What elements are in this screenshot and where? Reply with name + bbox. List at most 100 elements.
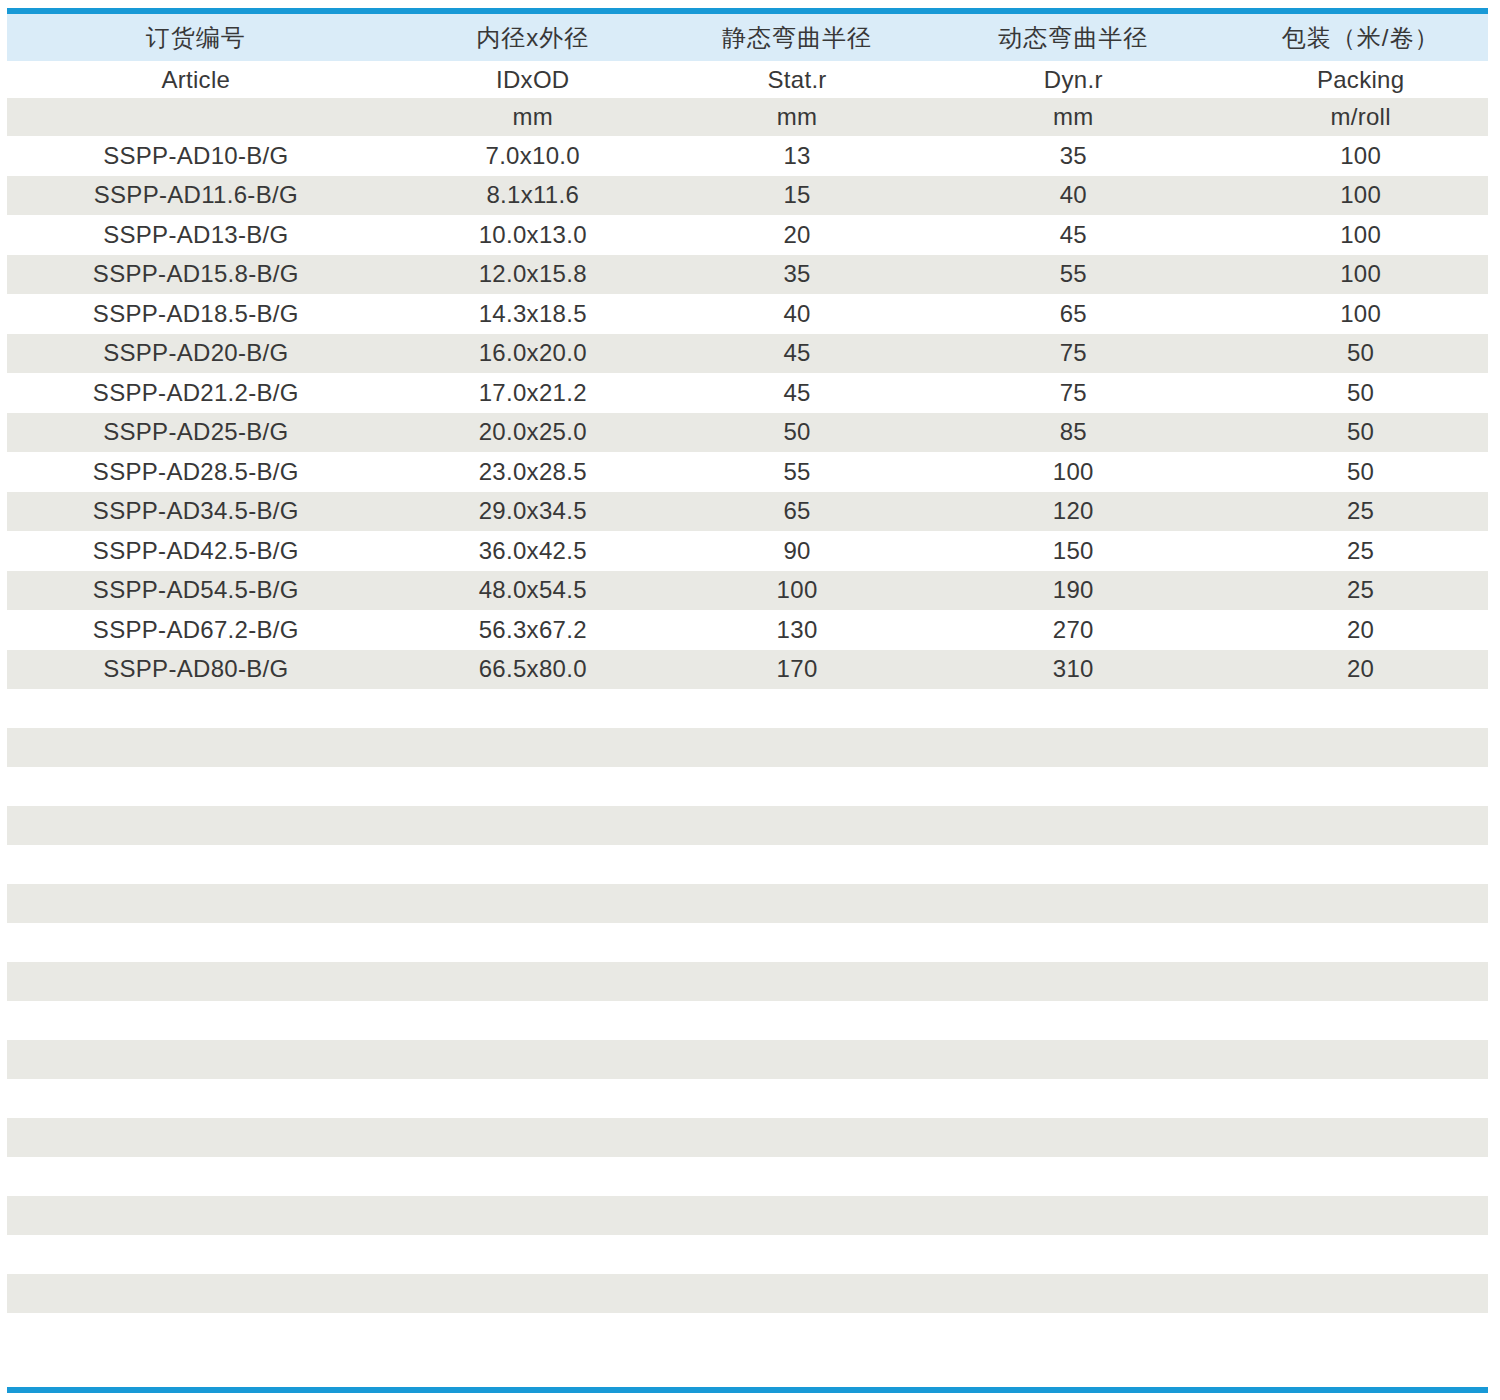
table-cell: 20 xyxy=(1233,650,1488,690)
header-article-zh: 订货编号 xyxy=(7,14,385,61)
table-cell xyxy=(385,1001,681,1040)
table-cell xyxy=(681,962,914,1001)
table-cell: 20 xyxy=(681,215,914,255)
table-cell: 40 xyxy=(681,294,914,334)
table-cell: 23.0x28.5 xyxy=(385,452,681,492)
table-cell xyxy=(385,689,681,728)
table-cell xyxy=(1233,1274,1488,1313)
table-cell: SSPP-AD21.2-B/G xyxy=(7,373,385,413)
table-body: SSPP-AD10-B/G7.0x10.01335100SSPP-AD11.6-… xyxy=(7,136,1488,1313)
table-cell xyxy=(385,1157,681,1196)
table-cell xyxy=(913,1235,1233,1274)
empty-row xyxy=(7,1001,1488,1040)
table-cell: 45 xyxy=(681,373,914,413)
header-packing-unit: m/roll xyxy=(1233,98,1488,136)
table-cell xyxy=(7,1118,385,1157)
table-cell: 50 xyxy=(1233,373,1488,413)
catalog-table-page: 订货编号 内径x外径 静态弯曲半径 动态弯曲半径 包装（米/卷） Article… xyxy=(7,8,1488,1393)
table-cell xyxy=(681,1040,914,1079)
table-cell xyxy=(913,689,1233,728)
table-cell xyxy=(7,1001,385,1040)
table-cell xyxy=(681,1235,914,1274)
table-cell: 66.5x80.0 xyxy=(385,650,681,690)
table-cell xyxy=(7,1040,385,1079)
table-row: SSPP-AD10-B/G7.0x10.01335100 xyxy=(7,136,1488,176)
table-cell xyxy=(7,728,385,767)
table-row: SSPP-AD80-B/G66.5x80.017031020 xyxy=(7,650,1488,690)
table-cell: SSPP-AD54.5-B/G xyxy=(7,571,385,611)
header-row-chinese: 订货编号 内径x外径 静态弯曲半径 动态弯曲半径 包装（米/卷） xyxy=(7,14,1488,61)
table-cell xyxy=(913,1196,1233,1235)
table-row: SSPP-AD67.2-B/G56.3x67.213027020 xyxy=(7,610,1488,650)
table-cell xyxy=(681,923,914,962)
table-cell: SSPP-AD25-B/G xyxy=(7,413,385,453)
table-cell: 100 xyxy=(1233,255,1488,295)
table-cell: 100 xyxy=(1233,176,1488,216)
table-cell xyxy=(1233,1001,1488,1040)
table-cell: 45 xyxy=(681,334,914,374)
table-header: 订货编号 内径x外径 静态弯曲半径 动态弯曲半径 包装（米/卷） Article… xyxy=(7,14,1488,136)
table-cell xyxy=(385,1274,681,1313)
table-cell xyxy=(1233,1157,1488,1196)
table-cell xyxy=(385,1235,681,1274)
table-cell: 25 xyxy=(1233,571,1488,611)
table-cell xyxy=(681,728,914,767)
table-cell: 170 xyxy=(681,650,914,690)
table-cell xyxy=(1233,1196,1488,1235)
empty-row xyxy=(7,689,1488,728)
table-row: SSPP-AD28.5-B/G23.0x28.55510050 xyxy=(7,452,1488,492)
table-cell: SSPP-AD42.5-B/G xyxy=(7,531,385,571)
table-cell xyxy=(385,1118,681,1157)
table-cell xyxy=(1233,1079,1488,1118)
empty-row xyxy=(7,1274,1488,1313)
table-cell xyxy=(681,689,914,728)
table-cell: 65 xyxy=(681,492,914,532)
table-row: SSPP-AD13-B/G10.0x13.02045100 xyxy=(7,215,1488,255)
header-idxod-zh: 内径x外径 xyxy=(385,14,681,61)
table-cell xyxy=(385,806,681,845)
table-cell xyxy=(913,1079,1233,1118)
table-cell: 25 xyxy=(1233,492,1488,532)
table-cell: 40 xyxy=(913,176,1233,216)
table-cell xyxy=(913,728,1233,767)
empty-row xyxy=(7,1157,1488,1196)
table-cell xyxy=(385,1196,681,1235)
table-cell: 16.0x20.0 xyxy=(385,334,681,374)
table-cell xyxy=(7,689,385,728)
table-cell xyxy=(1233,923,1488,962)
header-dynr-en: Dyn.r xyxy=(913,61,1233,98)
table-row: SSPP-AD42.5-B/G36.0x42.59015025 xyxy=(7,531,1488,571)
table-row: SSPP-AD25-B/G20.0x25.0508550 xyxy=(7,413,1488,453)
header-statr-unit: mm xyxy=(681,98,914,136)
table-cell xyxy=(1233,689,1488,728)
table-cell: 56.3x67.2 xyxy=(385,610,681,650)
table-cell: 12.0x15.8 xyxy=(385,255,681,295)
header-dynr-zh: 动态弯曲半径 xyxy=(913,14,1233,61)
table-cell: 45 xyxy=(913,215,1233,255)
table-cell: 100 xyxy=(1233,215,1488,255)
empty-row xyxy=(7,1079,1488,1118)
empty-row xyxy=(7,845,1488,884)
table-cell: SSPP-AD67.2-B/G xyxy=(7,610,385,650)
table-cell: 130 xyxy=(681,610,914,650)
table-cell xyxy=(7,1235,385,1274)
bottom-border-line xyxy=(7,1387,1488,1393)
table-cell xyxy=(913,923,1233,962)
table-cell: 10.0x13.0 xyxy=(385,215,681,255)
table-cell xyxy=(681,1196,914,1235)
table-cell xyxy=(7,1274,385,1313)
table-cell: 35 xyxy=(681,255,914,295)
table-cell xyxy=(7,806,385,845)
empty-row xyxy=(7,806,1488,845)
table-cell: 36.0x42.5 xyxy=(385,531,681,571)
table-cell xyxy=(913,1001,1233,1040)
header-statr-en: Stat.r xyxy=(681,61,914,98)
table-cell xyxy=(913,1040,1233,1079)
table-cell xyxy=(7,884,385,923)
table-row: SSPP-AD15.8-B/G12.0x15.83555100 xyxy=(7,255,1488,295)
table-cell: SSPP-AD10-B/G xyxy=(7,136,385,176)
table-cell: 100 xyxy=(1233,136,1488,176)
table-cell xyxy=(1233,806,1488,845)
table-cell xyxy=(1233,884,1488,923)
table-cell xyxy=(681,1001,914,1040)
